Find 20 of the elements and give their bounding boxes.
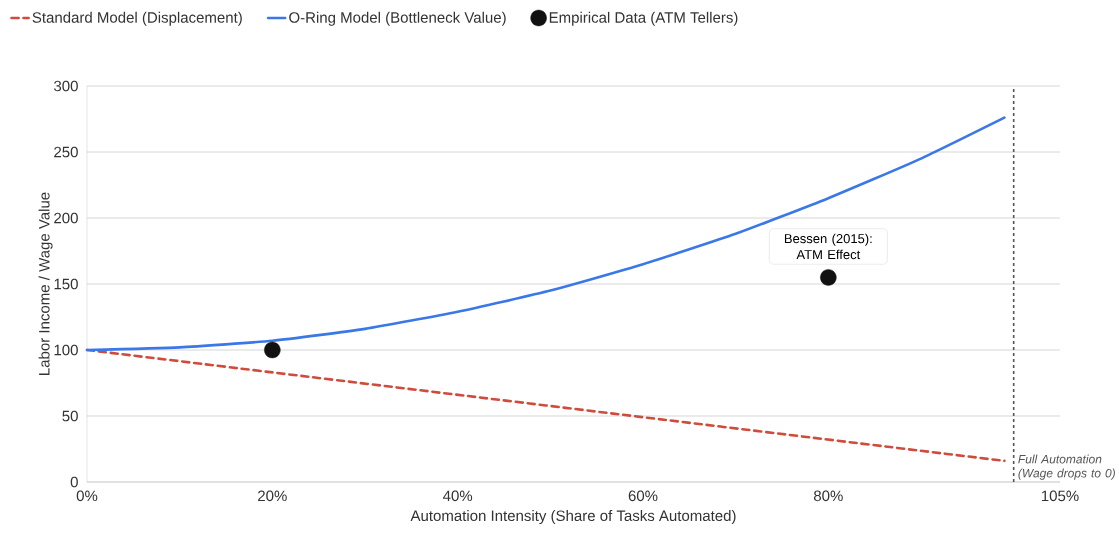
y-tick-label: 300 (54, 80, 78, 92)
y-tick-label: 200 (54, 212, 78, 224)
x-tick-label: 80% (813, 490, 843, 502)
x-tick-label: 0% (76, 490, 98, 502)
y-tick-label: 100 (54, 344, 78, 356)
y-tick-label: 0 (70, 476, 78, 488)
y-tick-label: 250 (54, 146, 78, 158)
legend-label: Standard Model (Displacement) (32, 11, 242, 26)
x-tick-label: 105% (1041, 490, 1079, 502)
legend-label: O-Ring Model (Bottleneck Value) (289, 11, 506, 26)
y-axis-title: Labor Income / Wage Value (38, 192, 53, 375)
y-tick-label: 150 (54, 278, 78, 290)
x-axis-title: Automation Intensity (Share of Tasks Automated) (410, 510, 736, 524)
x-tick-label: 40% (443, 490, 473, 502)
ref-line-label: Full Automation (Wage drops to 0) (1018, 454, 1115, 480)
x-tick-label: 20% (258, 490, 287, 502)
legend-label: Empirical Data (ATM Tellers) (549, 11, 738, 26)
y-tick-label: 50 (62, 410, 78, 422)
annotation: Bessen (2015): ATM Effect (784, 233, 872, 260)
x-tick-label: 60% (628, 490, 658, 502)
